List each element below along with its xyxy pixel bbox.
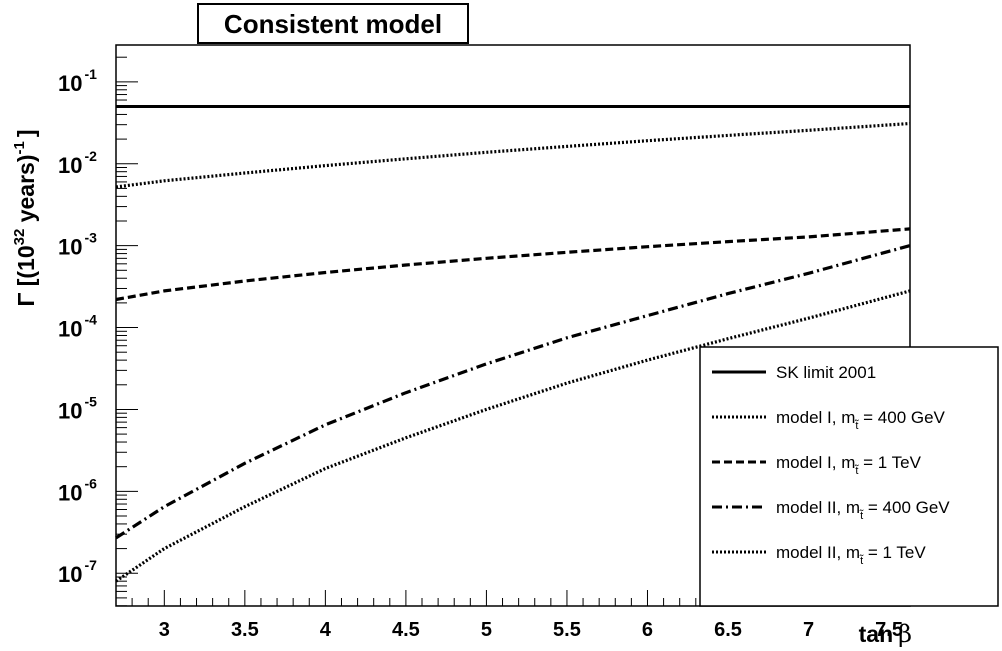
legend-label-2: model I, mt̃ = 400 GeV bbox=[776, 408, 946, 432]
x-tick-label: 4 bbox=[320, 619, 332, 641]
x-label-symbol: β bbox=[898, 620, 912, 648]
chart-title-box: Consistent model bbox=[197, 3, 469, 44]
x-tick-label: 3 bbox=[159, 619, 170, 641]
x-tick-label: 6 bbox=[642, 619, 653, 641]
series-line-5 bbox=[115, 289, 911, 583]
x-tick-label: 3.5 bbox=[231, 619, 259, 641]
y-tick-label: 10 -1 bbox=[58, 66, 97, 96]
y-tick-label: 10 -5 bbox=[58, 393, 97, 423]
legend-frame bbox=[699, 346, 999, 607]
y-tick-label: 10 -6 bbox=[58, 475, 97, 505]
x-axis-label: tan β bbox=[859, 620, 912, 648]
legend-label-1: SK limit 2001 bbox=[776, 363, 876, 382]
series-line-3 bbox=[115, 227, 911, 302]
x-tick-label: 4.5 bbox=[392, 619, 420, 641]
y-tick-label: 10 -3 bbox=[58, 230, 97, 260]
svg-text:Γ [(1032 years)-1]: Γ [(1032 years)-1] bbox=[11, 130, 39, 307]
series-line-4 bbox=[115, 244, 911, 540]
plot-frame bbox=[115, 44, 911, 607]
y-tick-label: 10 -4 bbox=[58, 312, 97, 342]
legend: SK limit 2001 model I, mt̃ = 400 GeV model… bbox=[699, 346, 999, 607]
tick-labels: 3 3.5 4 4.5 5 5.5 6 6.5 7 7.5 10-1 10-2 10-3 10-4 10-5… bbox=[58, 66, 903, 641]
series-line-2 bbox=[115, 121, 911, 189]
series-layer bbox=[115, 105, 911, 583]
title-frame bbox=[197, 3, 469, 44]
x-tick-label: 5 bbox=[481, 619, 492, 641]
y-axis-label: Γ [(1032 years)-1] bbox=[11, 130, 39, 307]
x-tick-label: 6.5 bbox=[714, 619, 742, 641]
y-label-pre: Γ [(10 bbox=[13, 245, 39, 306]
x-label-main: tan bbox=[859, 621, 894, 647]
legend-label-4: model II, mt̃ = 400 GeV bbox=[776, 498, 950, 522]
y-tick-label: 10 -7 bbox=[58, 557, 97, 587]
y-label-mid: years) bbox=[13, 155, 39, 229]
x-tick-label: 7.5 bbox=[875, 619, 903, 641]
y-label-post: ] bbox=[13, 130, 39, 138]
chart-title: Consistent model bbox=[224, 9, 442, 39]
y-tick-label: 10 -2 bbox=[58, 148, 97, 178]
x-tick-label: 7 bbox=[803, 619, 814, 641]
legend-label-3: model I, mt̃ = 1 TeV bbox=[776, 453, 922, 477]
x-tick-label: 5.5 bbox=[553, 619, 581, 641]
y-label-sup1: 32 bbox=[11, 229, 28, 246]
legend-label-5: model II, mt̃ = 1 TeV bbox=[776, 543, 926, 567]
y-label-sup2: -1 bbox=[11, 141, 28, 154]
axis-ticks bbox=[116, 56, 906, 607]
